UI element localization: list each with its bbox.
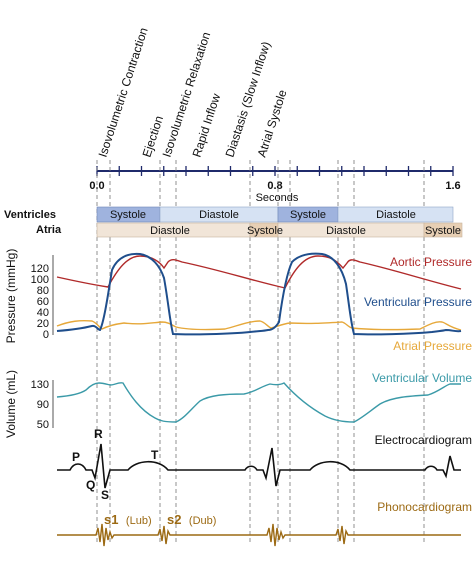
volume-axis-title: Volume (mL) xyxy=(4,370,18,438)
volume-tick-label: 50 xyxy=(37,419,49,431)
pressure-tick-label: 40 xyxy=(37,307,49,319)
s1-note: (Lub) xyxy=(126,515,152,527)
time-tick-label: 1.6 xyxy=(445,180,460,192)
phase-label: Isovolumetric Contraction xyxy=(96,26,151,159)
ventricles-label: Ventricles xyxy=(4,209,56,221)
atria-band-label: Diastole xyxy=(326,225,366,237)
ecg-r-wave-label: R xyxy=(94,427,103,441)
atria-band-label: Systole xyxy=(425,225,461,237)
volume-axis: Volume (mL) 130 90 50 xyxy=(4,370,54,438)
ventricular-volume-curve xyxy=(56,382,461,423)
heart-sound-s1-label: s1 (Lub) xyxy=(104,511,152,528)
phase-label: Rapid Inflow xyxy=(190,91,224,158)
pressure-axis-title: Pressure (mmHg) xyxy=(4,249,18,344)
s1-label: s1 xyxy=(104,512,118,527)
ventricles-band-label: Systole xyxy=(110,209,146,221)
ventricles-band-label: Diastole xyxy=(199,209,239,221)
time-tick-label: 0.0 xyxy=(89,180,104,192)
heart-sound-s2-label: s2 (Dub) xyxy=(167,511,216,528)
time-axis-title: Seconds xyxy=(256,192,299,204)
pressure-tick-label: 80 xyxy=(37,285,49,297)
electrocardiogram-label: Electrocardiogram xyxy=(375,433,472,447)
phonocardiogram-curve xyxy=(57,523,461,547)
volume-tick-label: 130 xyxy=(31,379,49,391)
aortic-pressure-curve xyxy=(56,255,462,290)
phase-label: Atrial Systole xyxy=(255,88,290,159)
ecg-q-wave-label: Q xyxy=(86,478,95,492)
atrial-pressure-label: Atrial Pressure xyxy=(393,339,472,353)
atria-label: Atria xyxy=(36,224,62,236)
ecg-s-wave-label: S xyxy=(101,488,109,502)
ventricles-diastole-band xyxy=(337,206,454,223)
phase-labels: Isovolumetric Contraction Ejection Isovo… xyxy=(96,26,290,159)
ventricles-band-label: Systole xyxy=(290,209,326,221)
atria-row: Atria Diastole Systole Diastole Systole xyxy=(36,222,463,238)
time-axis: 0.0 0.8 1.6 Seconds xyxy=(89,166,461,204)
ventricular-pressure-curve xyxy=(56,252,462,336)
pressure-tick-label: 0 xyxy=(43,329,49,341)
ventricles-band-label: Diastole xyxy=(376,209,416,221)
atria-band-label: Diastole xyxy=(150,225,190,237)
time-tick-label: 0.8 xyxy=(267,180,282,192)
ecg-curve xyxy=(57,443,461,489)
ecg-t-wave-label: T xyxy=(151,448,159,462)
aortic-pressure-label: Aortic Pressure xyxy=(390,255,472,269)
pressure-tick-label: 120 xyxy=(31,263,49,275)
atria-band-label: Systole xyxy=(247,225,283,237)
pressure-tick-label: 100 xyxy=(31,274,49,286)
pressure-tick-label: 20 xyxy=(37,318,49,330)
atria-systole-band xyxy=(423,222,463,238)
s2-note: (Dub) xyxy=(189,515,217,527)
pressure-axis: Pressure (mmHg) 120 100 80 60 40 20 0 xyxy=(4,249,54,344)
s2-label: s2 xyxy=(167,512,181,527)
ventricles-row: Ventricles Systole Diastole Systole Dias… xyxy=(4,206,454,223)
ventricular-volume-label: Ventricular Volume xyxy=(372,371,472,385)
atrial-pressure-curve xyxy=(56,319,462,331)
phonocardiogram-label: Phonocardiogram xyxy=(377,500,472,514)
ventricular-pressure-label: Ventricular Pressure xyxy=(364,295,472,309)
volume-tick-label: 90 xyxy=(37,399,49,411)
ecg-p-wave-label: P xyxy=(72,450,80,464)
pressure-tick-label: 60 xyxy=(37,296,49,308)
